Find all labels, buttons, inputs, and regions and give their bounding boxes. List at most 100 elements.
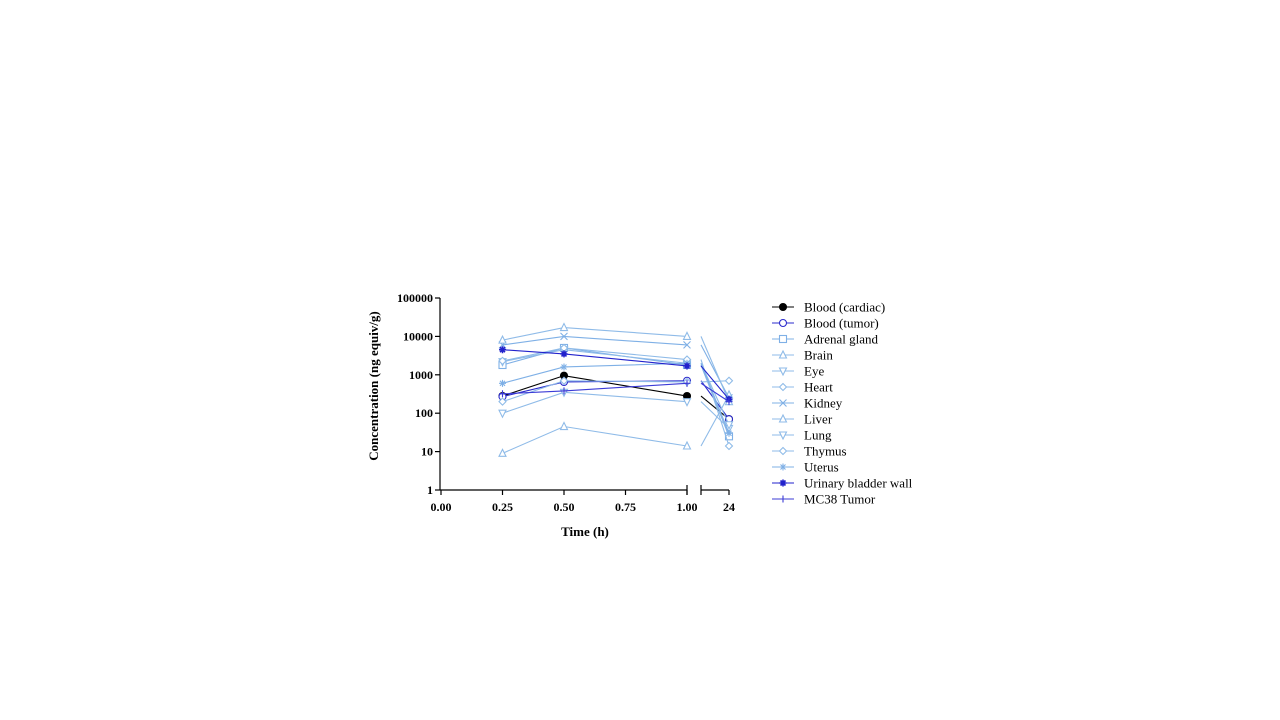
legend-marker — [779, 495, 787, 503]
data-point — [499, 379, 506, 387]
legend-label: Urinary bladder wall — [804, 476, 913, 491]
legend-item: Lung — [772, 428, 832, 443]
data-point — [683, 362, 691, 370]
x-tick-label: 0.25 — [492, 500, 513, 514]
series — [499, 379, 733, 406]
data-point — [560, 387, 568, 395]
data-point — [683, 341, 691, 349]
y-tick-label: 1 — [427, 483, 433, 497]
series — [498, 389, 734, 457]
legend-label: Lung — [804, 428, 832, 443]
data-point — [724, 421, 734, 430]
legend-marker — [779, 399, 787, 407]
legend-item: Blood (tumor) — [772, 316, 879, 331]
legend-label: Eye — [804, 364, 824, 379]
legend-item: Thymus — [772, 444, 847, 459]
series — [498, 376, 734, 406]
y-tick-label: 10000 — [403, 329, 433, 343]
data-point — [559, 376, 569, 386]
data-point — [499, 346, 506, 354]
series-line — [700, 363, 730, 434]
x-tick-label: 0.50 — [554, 500, 575, 514]
y-axis-title: Concentration (ng equiv/g) — [366, 311, 381, 461]
legend-marker — [778, 431, 788, 441]
legend-item: MC38 Tumor — [772, 492, 876, 507]
legend-marker — [778, 413, 788, 423]
legend-item: Urinary bladder wall — [772, 476, 913, 491]
data-point — [559, 322, 569, 332]
series-line — [700, 380, 730, 383]
legend-item: Blood (cardiac) — [772, 300, 885, 315]
legend-label: Brain — [804, 348, 833, 363]
data-point — [560, 363, 568, 371]
legend-marker — [779, 479, 787, 487]
data-point — [559, 421, 569, 431]
legend-label: MC38 Tumor — [804, 492, 876, 507]
legend-marker — [778, 367, 788, 377]
series-line — [700, 394, 730, 447]
data-point — [724, 441, 734, 451]
legend-label: Thymus — [804, 444, 847, 459]
data-point — [498, 397, 507, 406]
series-line — [700, 401, 730, 429]
y-tick-label: 10 — [421, 445, 433, 459]
legend-label: Blood (cardiac) — [804, 300, 885, 315]
series-line — [700, 336, 730, 402]
data-point — [725, 398, 733, 406]
data-point — [725, 429, 733, 437]
series — [499, 346, 733, 403]
series-line — [502, 425, 688, 454]
series — [499, 359, 733, 437]
legend-item: Brain — [772, 348, 833, 363]
x-tick-label: 1.00 — [677, 500, 698, 514]
series-line — [502, 382, 688, 395]
legend-item: Uterus — [772, 460, 839, 475]
legend-label: Adrenal gland — [804, 332, 879, 347]
data-point — [498, 409, 507, 419]
data-point — [560, 350, 568, 358]
series-line — [502, 391, 688, 414]
legend-marker — [778, 446, 788, 456]
x-axis-title: Time (h) — [561, 524, 609, 539]
legend-item: Liver — [772, 412, 833, 427]
legend-item: Eye — [772, 364, 824, 379]
x-tick-label: 0.75 — [615, 500, 636, 514]
data-point — [498, 448, 507, 457]
data-point — [560, 332, 568, 341]
legend-item: Heart — [772, 380, 833, 395]
legend-marker — [778, 302, 788, 312]
data-point — [682, 331, 692, 340]
data-point — [498, 356, 507, 366]
legend-label: Uterus — [804, 460, 839, 475]
x-tick-label: 24 — [723, 500, 735, 514]
legend-label: Kidney — [804, 396, 843, 411]
data-point — [724, 376, 734, 386]
legend-label: Heart — [804, 380, 833, 395]
series-line — [700, 364, 730, 437]
legend-label: Liver — [804, 412, 833, 427]
legend-marker — [778, 334, 788, 344]
series — [498, 371, 734, 424]
series-line — [502, 335, 688, 346]
series — [498, 388, 734, 434]
series-line — [700, 344, 730, 399]
legend-marker — [779, 463, 787, 471]
series — [498, 343, 734, 451]
data-point — [682, 398, 692, 407]
x-tick-label: 0.00 — [431, 500, 452, 514]
series-line — [700, 365, 730, 400]
legend-marker — [778, 349, 788, 359]
legend-marker — [778, 318, 788, 328]
y-tick-label: 100 — [415, 406, 433, 420]
legend-marker — [778, 382, 788, 392]
y-tick-label: 1000 — [409, 368, 433, 382]
data-point — [683, 379, 691, 387]
y-tick-label: 100000 — [397, 291, 433, 305]
data-point — [499, 390, 506, 398]
legend-item: Adrenal gland — [772, 332, 879, 347]
legend-item: Kidney — [772, 396, 843, 411]
legend-label: Blood (tumor) — [804, 316, 879, 331]
series-line — [700, 382, 730, 403]
data-point — [498, 334, 507, 344]
